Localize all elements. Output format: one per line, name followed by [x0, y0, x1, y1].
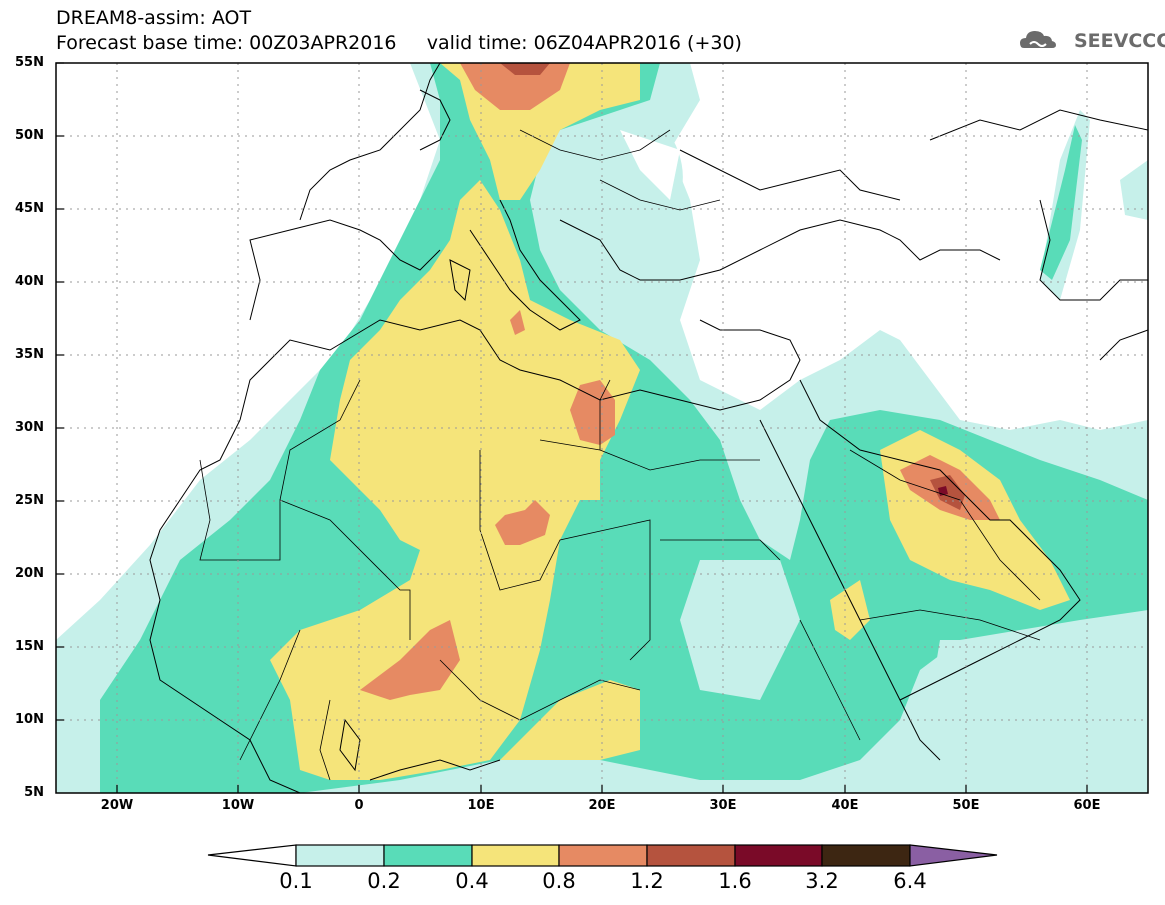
- white-area: [680, 560, 800, 700]
- colorbar-label-0.1: 0.1: [279, 869, 313, 893]
- lon-label-20w: 20W: [100, 798, 134, 813]
- lon-label-30e: 30E: [709, 798, 737, 813]
- lat-label-5n: 5N: [24, 785, 44, 800]
- coastlines: [149, 63, 1148, 793]
- lat-label-25n: 25N: [15, 493, 44, 508]
- colorbar-label-1.2: 1.2: [630, 869, 664, 893]
- aot-map: [55, 62, 1149, 794]
- lat-label-30n: 30N: [15, 420, 44, 435]
- lat-label-35n: 35N: [15, 347, 44, 362]
- lon-label-10e: 10E: [467, 798, 495, 813]
- colorbar-label-1.6: 1.6: [718, 869, 752, 893]
- lon-label-0: 0: [354, 798, 364, 813]
- lon-label-10w: 10W: [221, 798, 255, 813]
- lat-label-50n: 50N: [15, 128, 44, 143]
- colorbar-label-0.2: 0.2: [367, 869, 401, 893]
- lat-label-55n: 55N: [15, 55, 44, 70]
- map-title: DREAM8-assim: AOT: [56, 7, 252, 29]
- cloud-icon: [1020, 31, 1056, 48]
- colorbar-label-0.4: 0.4: [455, 869, 489, 893]
- lat-label-40n: 40N: [15, 274, 44, 289]
- lat-label-20n: 20N: [15, 566, 44, 581]
- lat-lon-grid: [56, 63, 1148, 793]
- lon-label-40e: 40E: [831, 798, 859, 813]
- aot-level-0.8: [360, 63, 1000, 700]
- country-borders: [199, 129, 1041, 781]
- colorbar-label-0.8: 0.8: [542, 869, 576, 893]
- forecast-time-line: Forecast base time: 00Z03APR2016 valid t…: [56, 32, 742, 54]
- logo-text: SEEVCCC: [1074, 30, 1165, 52]
- lat-label-10n: 10N: [15, 712, 44, 727]
- lon-label-50e: 50E: [952, 798, 980, 813]
- axis-ticks: [56, 62, 1088, 793]
- colorbar-label-3.2: 3.2: [805, 869, 839, 893]
- lon-label-60e: 60E: [1073, 798, 1101, 813]
- lat-label-15n: 15N: [15, 639, 44, 654]
- lat-label-45n: 45N: [15, 201, 44, 216]
- colorbar-label-6.4: 6.4: [893, 869, 927, 893]
- lon-label-20e: 20E: [588, 798, 616, 813]
